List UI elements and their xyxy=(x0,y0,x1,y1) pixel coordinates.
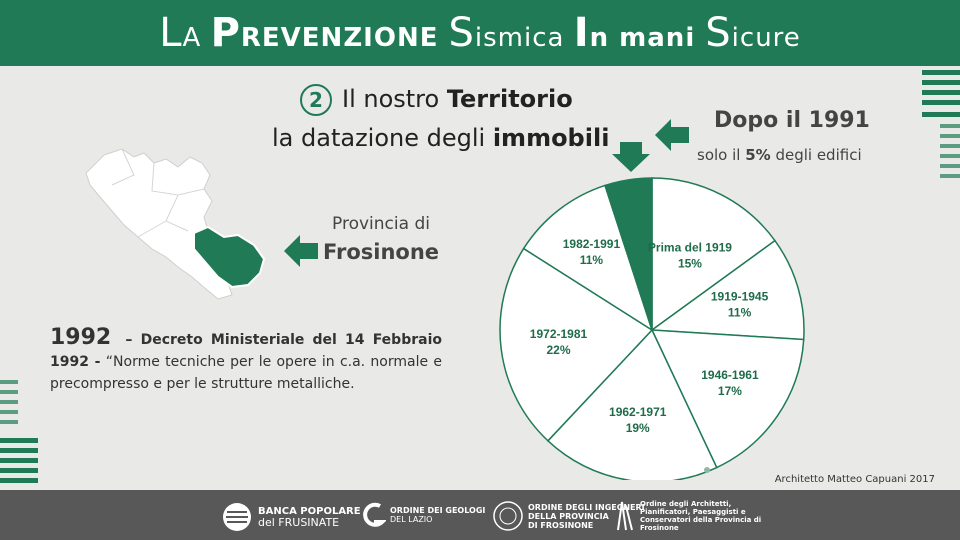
province-arrow-icon xyxy=(284,235,318,267)
pie-label-value: 22% xyxy=(546,343,570,357)
pie-slice-2 xyxy=(649,239,805,341)
pie-marker-dot xyxy=(704,467,710,473)
pie-slice-5 xyxy=(499,247,654,442)
geologi-logo-icon xyxy=(363,502,386,527)
decree-text: 1992 – Decreto Ministeriale del 14 Febbr… xyxy=(50,327,442,395)
pie-slice-4 xyxy=(546,328,718,480)
arrow-down-icon xyxy=(612,142,650,172)
callout-subtitle: solo il 5% degli edifici xyxy=(697,146,862,164)
header-title: LA PREVENZIONE Sismica In mani Sicure xyxy=(159,10,801,56)
pie-label-value: 17% xyxy=(718,384,742,398)
decree-body: “Norme tecniche per le opere in c.a. nor… xyxy=(50,354,442,392)
pie-label-value: 11% xyxy=(728,306,752,320)
decree-year: 1992 xyxy=(50,325,112,350)
pie-label-value: 15% xyxy=(678,257,702,271)
bank-logo-icon xyxy=(223,503,251,531)
subtitle-line-1: 2 Il nostro Territorio xyxy=(300,84,573,116)
pie-slice-7 xyxy=(604,177,653,331)
pie-label-category: 1972-1981 xyxy=(530,327,588,341)
pie-label-category: Prima del 1919 xyxy=(648,241,732,255)
pie-label-category: 1962-1971 xyxy=(609,405,667,419)
step-number-badge: 2 xyxy=(300,84,332,116)
arrow-left-icon xyxy=(655,119,689,151)
architetti-logo-icon xyxy=(617,501,633,531)
pie-slice-3 xyxy=(650,329,805,469)
header-bar: LA PREVENZIONE Sismica In mani Sicure xyxy=(0,0,960,66)
pie-label-category: 1946-1961 xyxy=(701,368,759,382)
bank-logo-text: BANCA POPOLARE del FRUSINATE xyxy=(258,506,361,529)
pie-label-category: 1919-1945 xyxy=(711,290,769,304)
pie-slice-1 xyxy=(651,177,777,332)
callout-title: Dopo il 1991 xyxy=(714,108,870,133)
architetti-logo-text: Ordine degli Architetti, Pianificatori, P… xyxy=(640,500,762,532)
decree-title: – Decreto Ministeriale del 14 Febbraio 1… xyxy=(50,332,442,370)
subtitle-line-2: la datazione degli immobili xyxy=(272,124,610,152)
pie-slice-6 xyxy=(522,184,654,332)
ingegneri-logo-text: ORDINE DEGLI INGEGNERI DELLA PROVINCIA DI … xyxy=(528,503,645,530)
credit-text: Architetto Matteo Capuani 2017 xyxy=(774,474,935,485)
pie-chart: Prima del 1919 15% 1919-1945 11% 1946-1961 17… xyxy=(499,177,805,480)
ingegneri-seal-icon xyxy=(493,501,523,531)
footer-bar: BANCA POPOLARE del FRUSINATE ORDINE DEI G… xyxy=(0,490,960,540)
pie-label-value: 19% xyxy=(626,421,650,435)
pie-label-category: 1982-1991 xyxy=(563,237,621,251)
province-label: Provincia di xyxy=(332,214,430,234)
lazio-map xyxy=(85,148,266,300)
province-name: Frosinone xyxy=(322,240,440,264)
pie-label-value: 11% xyxy=(580,253,604,267)
geologi-logo-text: ORDINE DEI GEOLOGI DEL LAZIO xyxy=(390,506,486,524)
